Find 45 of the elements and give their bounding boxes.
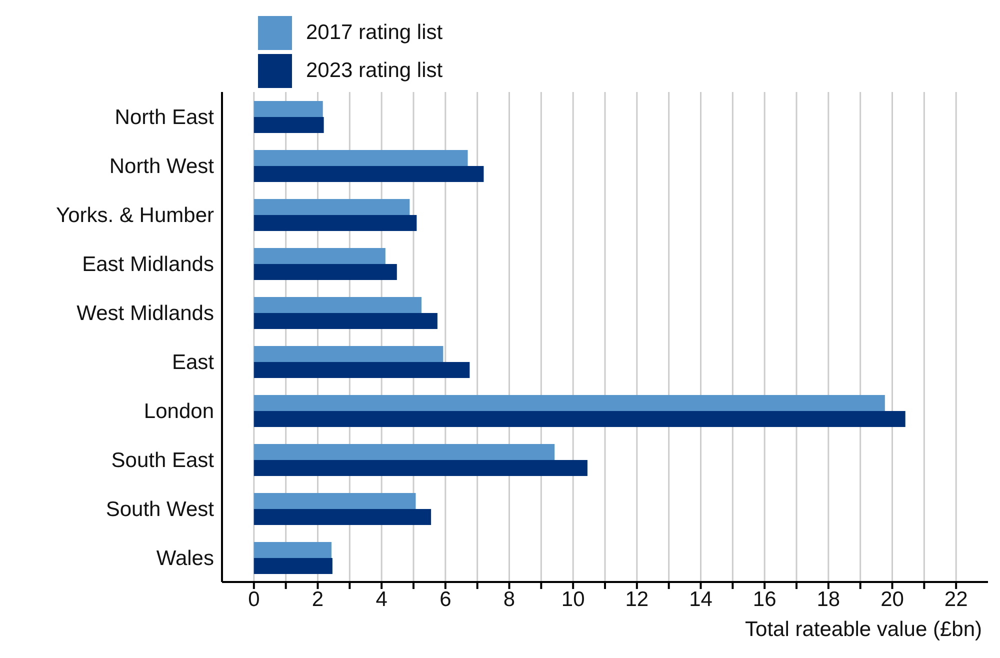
- y-tick-label: East: [172, 350, 214, 374]
- x-axis-title: Total rateable value (£bn): [745, 618, 982, 642]
- x-tick-label: 18: [816, 588, 840, 611]
- bar: [254, 199, 410, 215]
- bar: [254, 248, 386, 264]
- bar: [254, 542, 332, 558]
- bar: [254, 215, 417, 231]
- bar: [254, 411, 906, 427]
- bar: [254, 558, 332, 574]
- bar: [254, 395, 885, 411]
- x-tick-label: 6: [440, 588, 452, 611]
- bar: [254, 313, 438, 329]
- bar: [254, 493, 416, 509]
- x-tick-label: 14: [689, 588, 713, 611]
- bar: [254, 264, 397, 280]
- y-tick-label: West Midlands: [76, 302, 214, 325]
- bar: [254, 444, 555, 460]
- x-tick-label: 16: [752, 588, 776, 611]
- x-tick-label: 8: [503, 588, 516, 611]
- y-tick-label: North West: [109, 154, 214, 178]
- legend-label: 2017 rating list: [306, 21, 443, 45]
- bar: [254, 509, 432, 525]
- bar: [254, 101, 323, 117]
- y-tick-label: South West: [106, 498, 214, 521]
- x-tick-label: 12: [625, 588, 649, 611]
- bar: [254, 166, 484, 182]
- y-tick-label: London: [144, 400, 214, 423]
- x-tick-label: 22: [944, 588, 968, 611]
- y-tick-label: Wales: [156, 546, 214, 570]
- y-tick-label: Yorks. & Humber: [56, 204, 214, 227]
- x-tick-label: 0: [248, 588, 260, 611]
- x-tick-label: 20: [880, 588, 904, 611]
- bar: [254, 460, 588, 476]
- bar: [254, 346, 444, 362]
- legend-label: 2023 rating list: [306, 59, 443, 83]
- x-tick-label: 4: [376, 588, 388, 611]
- y-tick-label: South East: [111, 448, 214, 472]
- y-tick-label: North East: [114, 106, 214, 129]
- x-tick-label: 10: [561, 588, 585, 611]
- y-tick-label: East Midlands: [82, 252, 214, 276]
- x-tick-label: 2: [312, 588, 324, 611]
- bar: [254, 297, 422, 313]
- bar: [254, 362, 470, 378]
- bar: [254, 150, 468, 166]
- bar: [254, 117, 324, 133]
